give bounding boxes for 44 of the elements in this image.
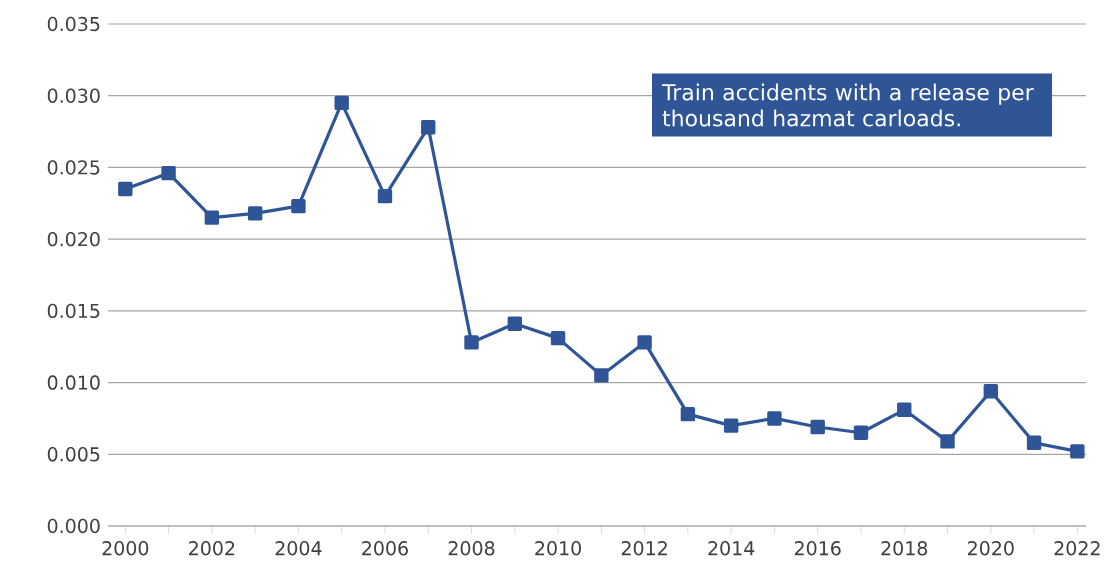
point xyxy=(204,210,220,225)
point xyxy=(334,95,349,111)
point xyxy=(464,335,479,350)
x-tick-label: 2012 xyxy=(621,541,667,556)
point xyxy=(507,316,522,331)
point xyxy=(377,188,393,204)
point xyxy=(767,411,782,426)
annotation: Train accidents with a release per thousand hazmat carloads. xyxy=(661,83,1034,127)
y-tick-label: 0.035 xyxy=(47,16,100,32)
x-tick-label: 2010 xyxy=(535,541,581,556)
point xyxy=(810,419,825,435)
point xyxy=(291,198,306,214)
point xyxy=(421,120,436,135)
point xyxy=(983,383,998,399)
point xyxy=(897,402,912,418)
x-tick-label: 2020 xyxy=(968,541,1014,556)
point xyxy=(637,335,652,350)
y-tick-label: 0.000 xyxy=(47,518,100,534)
x-tick-label: 2000 xyxy=(102,541,149,556)
x-tick-label: 2006 xyxy=(362,541,408,556)
point xyxy=(1026,435,1042,451)
point xyxy=(680,406,696,422)
point xyxy=(853,425,869,440)
y-tick-label: 0.010 xyxy=(47,375,100,390)
y-tick-label: 0.030 xyxy=(47,88,100,103)
x-tick-label: 2008 xyxy=(448,541,495,556)
x-tick-label: 2014 xyxy=(708,541,755,556)
point xyxy=(1070,444,1085,459)
y-tick-label: 0.020 xyxy=(47,231,100,247)
point xyxy=(118,181,133,197)
x-tick-label: 2018 xyxy=(881,541,928,556)
point xyxy=(161,165,176,181)
point xyxy=(723,418,739,433)
y-tick-label: 0.025 xyxy=(47,160,100,175)
x-tick-label: 2022 xyxy=(1054,541,1100,556)
x-tick-label: 2002 xyxy=(189,541,235,556)
y-tick-label: 0.005 xyxy=(47,447,100,462)
point xyxy=(940,434,955,449)
point xyxy=(247,206,263,221)
point xyxy=(594,368,609,383)
x-tick-label: 2004 xyxy=(275,541,322,556)
point xyxy=(550,330,566,346)
y-tick-label: 0.015 xyxy=(47,303,100,319)
x-tick-label: 2016 xyxy=(794,541,841,556)
